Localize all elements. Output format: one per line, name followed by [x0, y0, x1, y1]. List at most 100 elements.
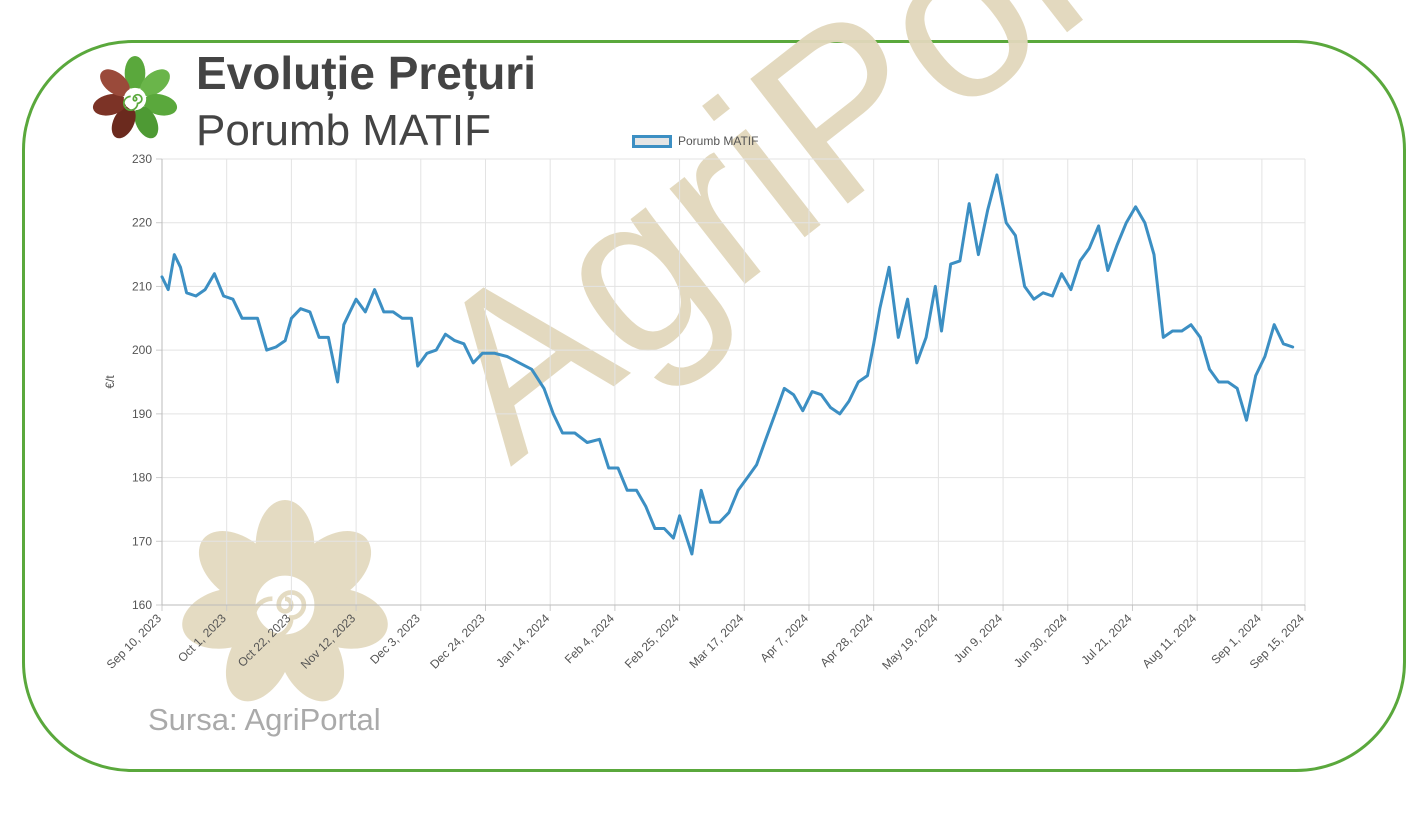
data-point — [265, 349, 268, 351]
data-point — [635, 489, 638, 492]
x-tick-label: Feb 4, 2024 — [562, 611, 617, 666]
data-point — [700, 489, 702, 492]
y-tick-label: 230 — [132, 152, 152, 166]
data-point — [934, 285, 937, 288]
y-tick-label: 160 — [132, 598, 152, 612]
data-point — [530, 368, 533, 371]
data-point — [435, 349, 438, 351]
page-title: Evoluție Prețuri — [196, 47, 536, 99]
data-point — [1023, 285, 1026, 288]
data-point — [888, 266, 890, 269]
page-subtitle: Porumb MATIF — [196, 106, 492, 155]
data-point — [774, 413, 776, 415]
data-point — [1264, 355, 1266, 358]
y-tick-label: 200 — [132, 343, 152, 357]
data-point — [872, 343, 875, 345]
data-point — [410, 317, 413, 320]
data-point — [173, 253, 176, 256]
data-point — [879, 307, 881, 310]
data-point — [718, 521, 721, 523]
x-tick-label: Jun 9, 2024 — [951, 611, 1005, 665]
data-point — [829, 406, 832, 409]
data-point — [232, 298, 234, 301]
data-point — [755, 464, 758, 466]
data-point — [1217, 381, 1220, 383]
x-tick-label: Jul 21, 2024 — [1078, 611, 1134, 667]
data-point — [1097, 225, 1100, 227]
y-tick-label: 220 — [132, 216, 152, 230]
data-point — [811, 390, 813, 393]
data-point — [925, 336, 927, 339]
data-point — [1088, 247, 1091, 249]
data-point — [1181, 330, 1183, 332]
data-point — [598, 438, 601, 441]
data-point — [213, 272, 216, 275]
data-point — [552, 413, 555, 415]
data-point — [1060, 272, 1063, 275]
data-point — [318, 336, 320, 339]
data-point — [167, 288, 169, 291]
x-tick-label: Dec 24, 2023 — [427, 611, 488, 672]
y-tick-label: 190 — [132, 407, 152, 421]
x-tick-label: Nov 12, 2023 — [298, 611, 359, 672]
data-point — [355, 298, 357, 301]
data-point — [857, 381, 860, 383]
x-tick-label: Apr 7, 2024 — [757, 611, 811, 665]
data-point — [1144, 221, 1146, 224]
data-point — [1079, 260, 1081, 262]
data-point — [518, 362, 521, 364]
data-point — [644, 505, 647, 508]
data-point — [1245, 419, 1248, 422]
data-point — [392, 311, 394, 313]
agriportal-flower-icon — [92, 56, 178, 139]
data-point — [607, 467, 610, 469]
series-line-porumb-matif — [160, 173, 1295, 556]
legend-swatch — [632, 134, 672, 148]
data-point — [839, 413, 841, 415]
x-tick-label: Sep 10, 2023 — [104, 611, 165, 672]
data-point — [1273, 323, 1275, 326]
data-point — [1051, 295, 1054, 297]
data-point — [916, 362, 918, 364]
data-point — [691, 553, 693, 555]
data-point — [416, 365, 419, 367]
data-point — [940, 330, 943, 332]
data-point — [586, 441, 588, 444]
data-point — [401, 317, 404, 320]
data-point — [373, 288, 376, 291]
data-point — [179, 266, 182, 269]
data-point — [343, 323, 345, 326]
data-point — [561, 432, 564, 434]
data-point — [1005, 221, 1007, 224]
y-tick-label: 170 — [132, 534, 152, 548]
data-point — [996, 174, 998, 176]
x-tick-label: May 19, 2024 — [879, 611, 941, 673]
x-tick-label: Feb 25, 2024 — [622, 611, 682, 671]
data-point — [672, 537, 675, 539]
chart-legend[interactable]: Porumb MATIF — [632, 134, 758, 148]
data-point — [1125, 221, 1128, 224]
data-point — [986, 209, 989, 211]
data-point — [349, 311, 351, 313]
data-point — [765, 438, 767, 441]
data-point — [866, 374, 869, 377]
data-point — [506, 355, 508, 358]
x-tick-label: Oct 22, 2023 — [235, 611, 294, 670]
data-point — [626, 489, 628, 492]
data-point — [309, 311, 311, 313]
data-point — [481, 352, 484, 355]
data-point — [327, 336, 330, 339]
x-tick-label: Jan 14, 2024 — [493, 611, 552, 670]
data-point — [383, 311, 385, 313]
data-point — [684, 534, 687, 536]
data-point — [678, 515, 681, 517]
data-point — [574, 432, 576, 434]
data-point — [897, 336, 900, 339]
data-point — [1162, 336, 1165, 339]
data-point — [444, 333, 447, 336]
data-point — [1171, 330, 1174, 332]
x-tick-label: Jun 30, 2024 — [1011, 611, 1070, 670]
data-point — [161, 276, 163, 278]
data-point — [284, 339, 287, 342]
data-point — [336, 381, 339, 383]
